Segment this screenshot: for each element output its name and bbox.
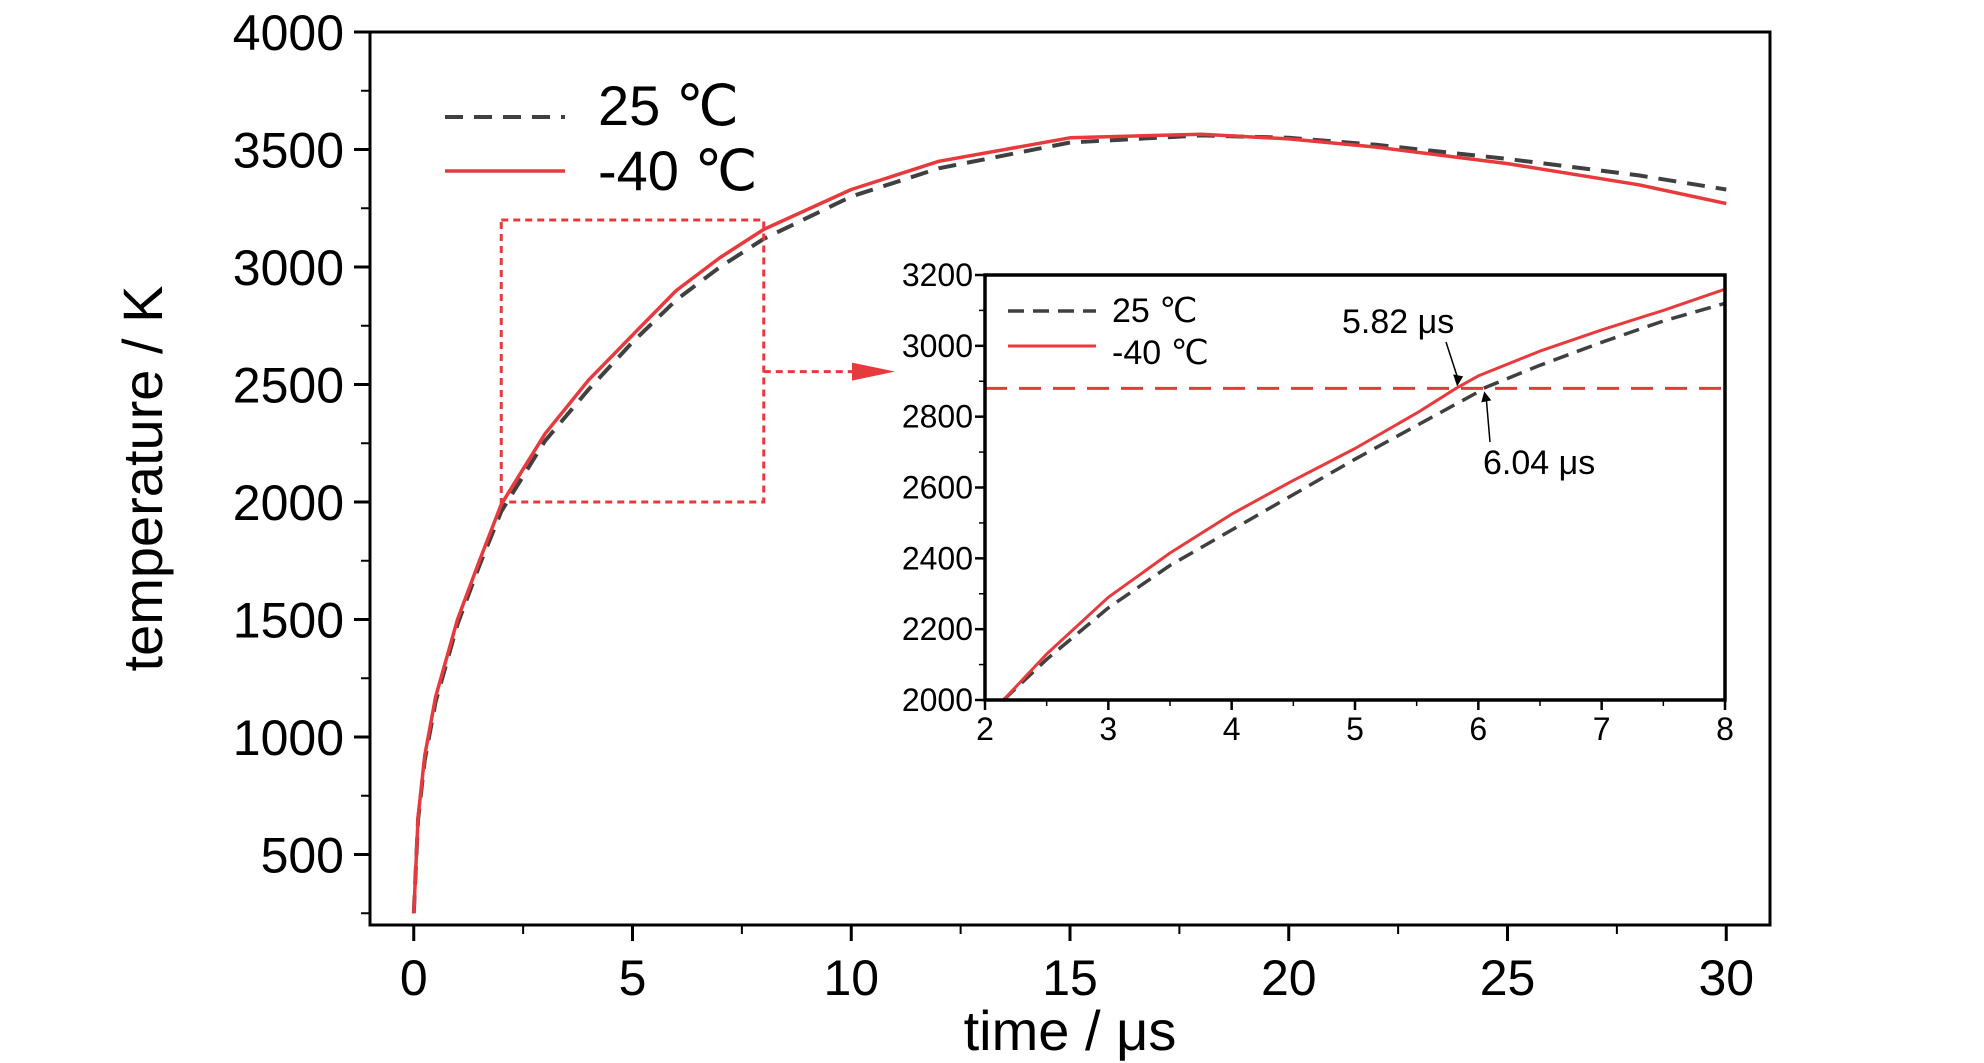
y-tick-label-3500: 3500 <box>233 123 344 179</box>
y-tick-label-1000: 1000 <box>233 710 344 766</box>
y-tick-label-3000: 3000 <box>233 240 344 296</box>
inset-x-tick-label-6: 6 <box>1469 711 1487 747</box>
inset-x-tick-label-2: 2 <box>976 711 994 747</box>
y-tick-label-500: 500 <box>261 828 344 884</box>
inset-y-tick-label-2200: 2200 <box>902 611 973 647</box>
inset-background <box>985 275 1725 700</box>
inset-y-tick-label-2600: 2600 <box>902 470 973 506</box>
main-plot: 0 5 10 15 20 25 305001000150020002500300035004… <box>111 5 1772 1062</box>
legend-label-25c: 25 ℃ <box>598 74 739 137</box>
inset-series-line-40 <box>1002 287 1726 702</box>
x-tick-label-15: 15 <box>1042 950 1098 1006</box>
y-tick-label-4000: 4000 <box>233 5 344 61</box>
inset-y-tick-label-2800: 2800 <box>902 399 973 435</box>
annotation-arrow-6-04us <box>1485 398 1491 443</box>
inset-legend-label-25c: 25 ℃ <box>1112 292 1197 330</box>
inset-x-tick-label-5: 5 <box>1346 711 1364 747</box>
y-tick-label-1500: 1500 <box>233 593 344 649</box>
inset-annotations: 5.82 μs 6.04 μs <box>1342 303 1595 482</box>
x-tick-label-20: 20 <box>1261 950 1317 1006</box>
inset-plot: 2 3 4 5 6 7 8 2000 2200 2400 2600 2800 3000 3200 25 ℃… <box>902 257 1734 747</box>
main-series <box>411 132 1727 914</box>
inset-legend-label-minus40c: -40 ℃ <box>1112 334 1209 372</box>
x-tick-label-30: 30 <box>1698 950 1754 1006</box>
annotation-arrow-5-82us <box>1445 341 1459 380</box>
inset-x-tick-label-7: 7 <box>1593 711 1611 747</box>
annotation-5-82us: 5.82 μs <box>1342 303 1454 341</box>
x-tick-label-25: 25 <box>1480 950 1536 1006</box>
inset-tick-labels: 2 3 4 5 6 7 8 2000 2200 2400 2600 2800 3000 3200 <box>902 257 1734 747</box>
inset-y-tick-label-2400: 2400 <box>902 540 973 576</box>
inset-x-tick-label-4: 4 <box>1223 711 1241 747</box>
annotation-arrowhead-6-04us <box>1481 391 1492 403</box>
main-legend: 25 ℃ -40 ℃ <box>445 74 757 202</box>
inset-y-tick-label-2000: 2000 <box>902 682 973 718</box>
main-plot-frame <box>368 30 1772 927</box>
inset-y-tick-label-3000: 3000 <box>902 328 973 364</box>
inset-y-tick-label-3200: 3200 <box>902 257 973 293</box>
x-tick-label-10: 10 <box>823 950 879 1006</box>
inset-x-tick-label-8: 8 <box>1716 711 1734 747</box>
y-axis-title: temperature / K <box>111 286 174 672</box>
inset-x-tick-label-3: 3 <box>1099 711 1117 747</box>
zoom-arrow-head <box>852 362 895 381</box>
inset-series <box>1002 287 1726 702</box>
annotation-6-04us: 6.04 μs <box>1483 444 1595 482</box>
inset-plot-frame <box>983 273 1727 702</box>
x-tick-label-0: 0 <box>400 950 428 1006</box>
y-tick-label-2000: 2000 <box>233 475 344 531</box>
main-tick-labels: 0 5 10 15 20 25 305001000150020002500300035004… <box>233 5 1754 1006</box>
inset-series-line-25 <box>1002 301 1726 702</box>
x-tick-label-5: 5 <box>619 950 647 1006</box>
annotation-arrowhead-5-82us <box>1453 374 1464 387</box>
legend-label-minus40c: -40 ℃ <box>598 139 757 202</box>
zoom-region-box <box>499 218 766 504</box>
inset-legend: 25 ℃ -40 ℃ <box>1008 292 1209 372</box>
x-axis-title: time / μs <box>964 999 1177 1062</box>
y-tick-label-2500: 2500 <box>233 358 344 414</box>
series-line-40 <box>412 132 1727 914</box>
